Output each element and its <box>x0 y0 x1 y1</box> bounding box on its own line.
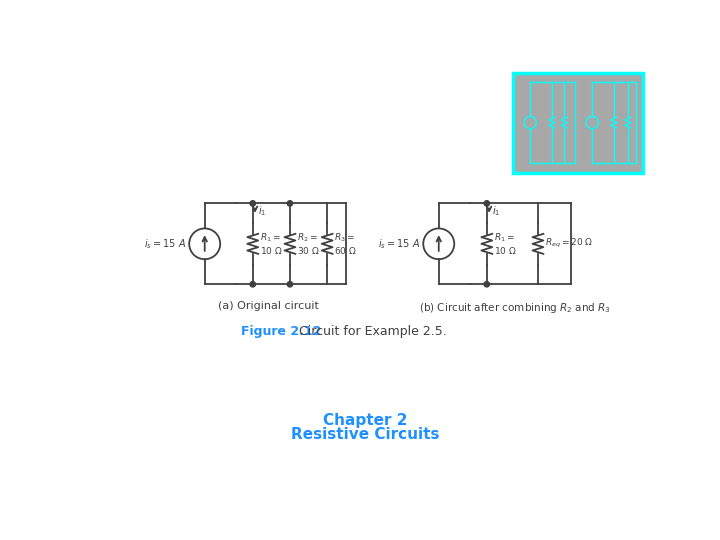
Text: $i_1$: $i_1$ <box>258 204 266 218</box>
Text: Chapter 2: Chapter 2 <box>323 413 408 428</box>
Circle shape <box>250 201 256 206</box>
Circle shape <box>250 281 256 287</box>
Circle shape <box>484 201 490 206</box>
Circle shape <box>484 281 490 287</box>
Circle shape <box>287 201 292 206</box>
Text: (b) Circuit after combining $R_2$ and $R_3$: (b) Circuit after combining $R_2$ and $R… <box>419 301 611 315</box>
Text: $i_s = 15$ A: $i_s = 15$ A <box>144 237 186 251</box>
FancyBboxPatch shape <box>513 72 642 173</box>
Text: Figure 2.12: Figure 2.12 <box>241 326 322 339</box>
Text: $i_s = 15$ A: $i_s = 15$ A <box>378 237 420 251</box>
Circle shape <box>287 281 292 287</box>
Text: (a) Original circuit: (a) Original circuit <box>218 301 319 311</box>
Text: Circuit for Example 2.5.: Circuit for Example 2.5. <box>295 326 447 339</box>
Text: $R_{eq} = 20\ \Omega$: $R_{eq} = 20\ \Omega$ <box>545 237 593 251</box>
Text: Resistive Circuits: Resistive Circuits <box>291 427 439 442</box>
Text: $R_1 =$
$10\ \Omega$: $R_1 =$ $10\ \Omega$ <box>260 231 282 256</box>
Text: $R_2 =$
$30\ \Omega$: $R_2 =$ $30\ \Omega$ <box>297 231 320 256</box>
Text: $i_1$: $i_1$ <box>492 204 500 218</box>
Text: $R_3 =$
$60\ \Omega$: $R_3 =$ $60\ \Omega$ <box>334 231 357 256</box>
Text: $R_1 =$
$10\ \Omega$: $R_1 =$ $10\ \Omega$ <box>494 231 517 256</box>
